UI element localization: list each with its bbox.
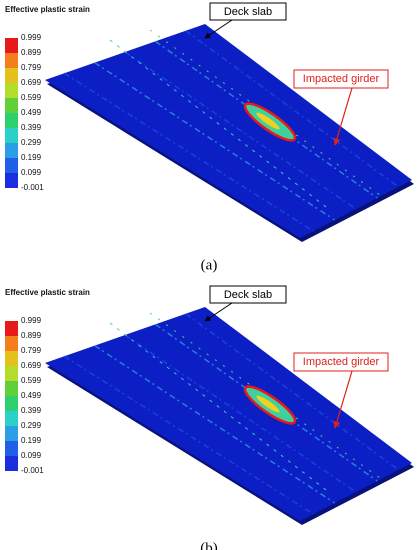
- callout-box: [209, 285, 287, 304]
- scale-label: 0.199: [21, 436, 42, 445]
- scale-label: 0.999: [21, 316, 42, 325]
- scale-label: 0.599: [21, 376, 42, 385]
- color-bar-segment: [5, 426, 18, 441]
- girder-line: [94, 345, 336, 504]
- scale-label: 0.899: [21, 331, 42, 340]
- scale-label: 0.099: [21, 451, 42, 460]
- scale-label: 0.399: [21, 406, 42, 415]
- color-bar-segment: [5, 321, 18, 336]
- scale-label: 0.299: [21, 138, 42, 147]
- callout-label: Deck slab: [224, 6, 272, 18]
- girder-line: [185, 313, 400, 471]
- color-bar-segment: [5, 128, 18, 143]
- scale-label: 0.799: [21, 346, 42, 355]
- callout-box: [293, 352, 389, 372]
- color-bar-segment: [5, 396, 18, 411]
- callout-arrow: [204, 19, 233, 39]
- girder-line: [124, 51, 357, 210]
- color-bar-segment: [5, 38, 18, 53]
- color-bar-segment: [5, 441, 18, 456]
- color-bar-segment: [5, 83, 18, 98]
- scale-label: 0.399: [21, 123, 42, 132]
- scale-label: 0.499: [21, 108, 42, 117]
- girder-edge: [109, 39, 331, 211]
- scale-label: 0.999: [21, 33, 42, 42]
- scale-label: 0.499: [21, 391, 42, 400]
- color-bar-segment: [5, 53, 18, 68]
- callout-arrow: [204, 302, 233, 322]
- scale-label: -0.001: [21, 183, 44, 192]
- color-bar-segment: [5, 113, 18, 128]
- caption: (b): [200, 540, 218, 550]
- color-bar-segment: [5, 351, 18, 366]
- color-bar-segment: [5, 158, 18, 173]
- color-bar-segment: [5, 366, 18, 381]
- callout-box: [209, 2, 287, 21]
- scale-label: -0.001: [21, 466, 44, 475]
- color-bar-segment: [5, 456, 18, 471]
- girder-edge: [109, 322, 331, 494]
- callout-box: [293, 69, 389, 89]
- deck-slab: [45, 24, 412, 238]
- impact-core: [256, 112, 280, 130]
- impact-core: [256, 395, 280, 413]
- callout-label: Impacted girder: [303, 73, 380, 85]
- legend-title: Effective plastic strain: [5, 288, 90, 297]
- girder-line: [124, 334, 357, 493]
- color-bar-segment: [5, 143, 18, 158]
- girder-line: [63, 72, 314, 232]
- girder-line: [185, 30, 400, 188]
- caption: (a): [201, 257, 218, 273]
- scale-label: 0.799: [21, 63, 42, 72]
- girder-line: [63, 355, 314, 515]
- color-bar-segment: [5, 173, 18, 188]
- callout-label: Impacted girder: [303, 356, 380, 368]
- color-bar-segment: [5, 336, 18, 351]
- legend-title: Effective plastic strain: [5, 5, 90, 14]
- color-bar-segment: [5, 411, 18, 426]
- panel: Effective plastic strain 0.999 0.899 0.799 0…: [5, 2, 414, 273]
- callout-arrow: [333, 370, 353, 429]
- deck-slab: [45, 307, 412, 521]
- scale-label: 0.199: [21, 153, 42, 162]
- color-bar-segment: [5, 68, 18, 83]
- scale-label: 0.699: [21, 361, 42, 370]
- callout-arrow: [333, 87, 353, 146]
- scale-label: 0.699: [21, 78, 42, 87]
- scale-label: 0.299: [21, 421, 42, 430]
- scale-label: 0.899: [21, 48, 42, 57]
- scale-label: 0.599: [21, 93, 42, 102]
- scale-label: 0.099: [21, 168, 42, 177]
- color-bar-segment: [5, 381, 18, 396]
- panel: Effective plastic strain 0.999 0.899 0.799 0…: [5, 285, 414, 550]
- girder-line: [94, 62, 336, 221]
- color-bar-segment: [5, 98, 18, 113]
- callout-label: Deck slab: [224, 289, 272, 301]
